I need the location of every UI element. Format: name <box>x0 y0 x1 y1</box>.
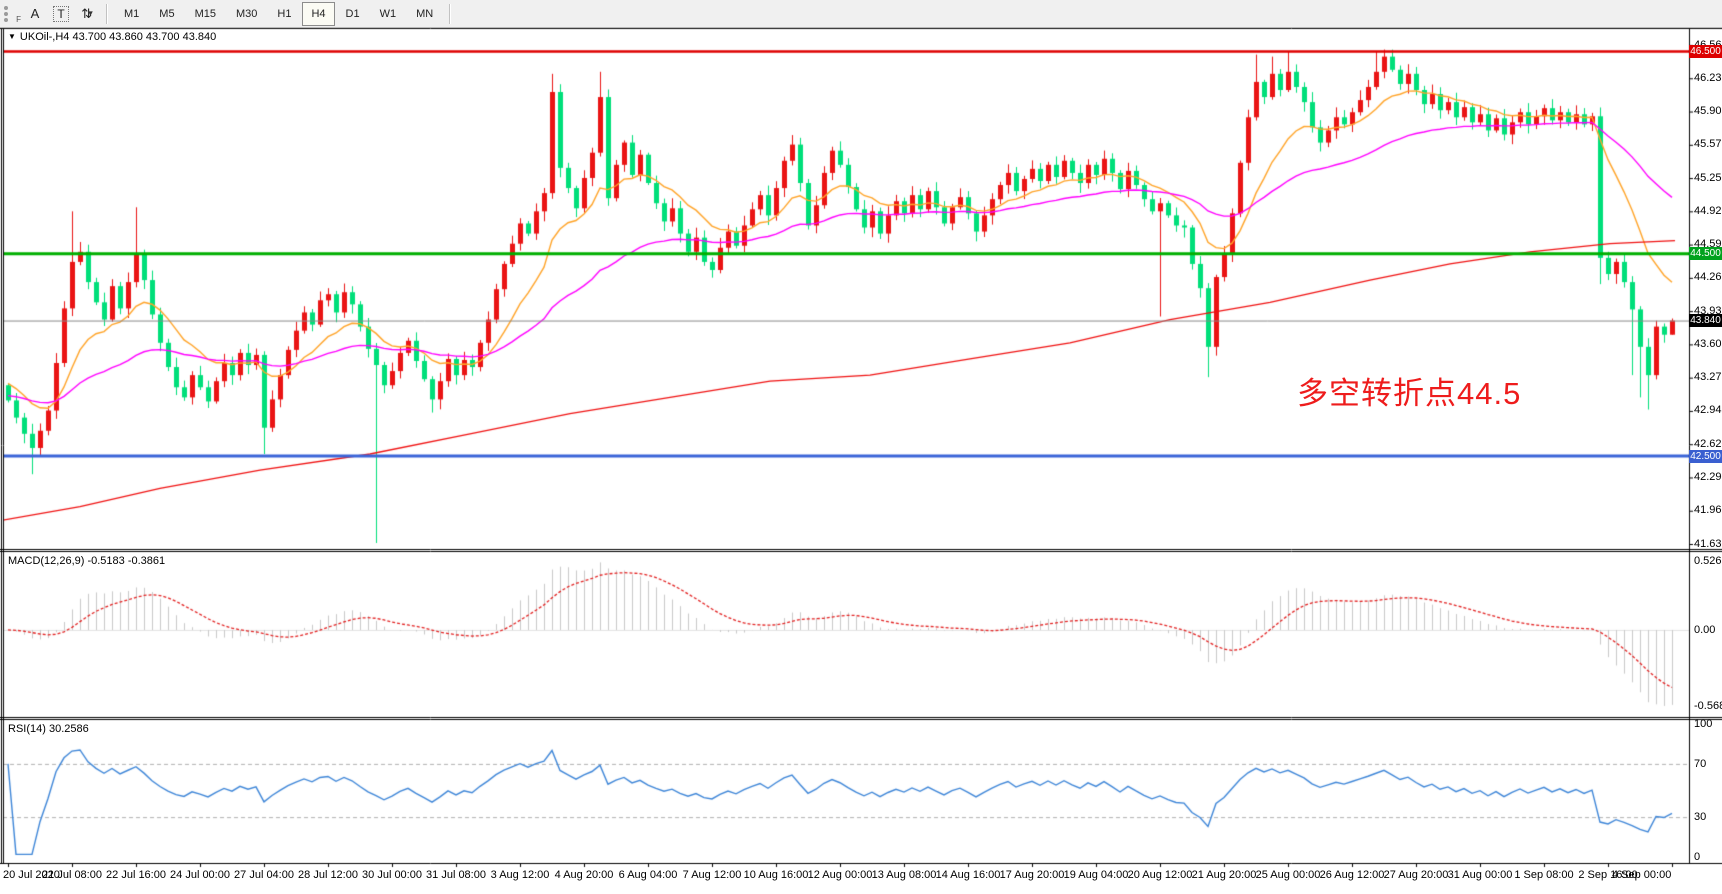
price-tick-label: 41.960 <box>1694 504 1722 517</box>
timeframe-button-m5[interactable]: M5 <box>159 7 175 20</box>
time-axis-label: 25 Aug 00:00 <box>1255 869 1321 881</box>
timeframe-button-d1[interactable]: D1 <box>345 7 360 20</box>
time-axis-label: 17 Aug 20:00 <box>999 869 1065 881</box>
timeframe-buttons: M1 M5 M15 M30 H1 H4 D1 W1 MN <box>114 1 443 26</box>
timeframe-button-m30[interactable]: M30 <box>235 7 258 20</box>
time-axis-label: 12 Aug 00:00 <box>807 869 873 881</box>
timeframe-button-h4[interactable]: H4 <box>302 1 335 26</box>
time-axis-label: 2 Sep 16:00 <box>1578 869 1638 881</box>
price-tick-label: 42.620 <box>1694 437 1722 450</box>
rsi-axis-label: 100 <box>1694 718 1713 730</box>
price-tick-label: 43.275 <box>1694 371 1722 384</box>
timeframe-button-m1[interactable]: M1 <box>124 7 140 20</box>
time-axis-label: 30 Jul 00:00 <box>362 869 422 881</box>
timeframe-button-h1[interactable]: H1 <box>277 7 292 20</box>
chart-ohlc-header[interactable]: ▼ UKOil-,H4 43.700 43.860 43.700 43.840 <box>8 31 216 43</box>
timeframe-button-mn[interactable]: MN <box>416 7 434 20</box>
symbol-ohlc-text: UKOil-,H4 43.700 43.860 43.700 43.840 <box>19 31 217 43</box>
current-price-tag: 43.840 <box>1689 314 1722 328</box>
rsi-indicator-label: RSI(14) 30.2586 <box>8 723 89 735</box>
time-axis-label: 27 Jul 04:00 <box>234 869 294 881</box>
macd-axis-label: 0.00 <box>1694 623 1716 636</box>
time-axis-label: 1 Sep 08:00 <box>1514 869 1574 881</box>
price-tick-label: 44.590 <box>1694 238 1722 251</box>
price-tick-label: 44.260 <box>1694 271 1722 284</box>
time-axis-label: 22 Jul 16:00 <box>106 869 166 881</box>
time-axis-label: 27 Aug 20:00 <box>1383 869 1449 881</box>
price-tick-label: 41.630 <box>1694 537 1722 550</box>
time-axis-label: 26 Aug 12:00 <box>1319 869 1385 881</box>
time-axis-label: 4 Sep 00:00 <box>1612 869 1672 881</box>
label-tool-icon[interactable]: A <box>30 6 40 21</box>
toolbar: F A T ⇅ ▾ M1 M5 M15 M30 H1 H4 D1 W1 MN <box>0 0 1722 28</box>
support-price-tag: 42.500 <box>1689 449 1722 463</box>
text-tool-icon[interactable]: T <box>50 4 72 24</box>
price-tick-label: 43.935 <box>1694 304 1722 317</box>
timeframe-button-w1[interactable]: W1 <box>379 7 397 20</box>
chart-text-annotation[interactable]: 多空转折点44.5 <box>1297 376 1522 411</box>
time-axis-label: 6 Aug 04:00 <box>618 869 678 881</box>
time-axis-label: 3 Aug 12:00 <box>490 869 550 881</box>
price-tick-label: 44.920 <box>1694 204 1722 217</box>
macd-indicator-label: MACD(12,26,9) -0.5183 -0.3861 <box>8 555 166 567</box>
time-axis-label: 4 Aug 20:00 <box>554 869 614 881</box>
chevron-down-icon[interactable]: ▾ <box>88 8 93 18</box>
time-axis-label: 7 Aug 12:00 <box>682 869 742 881</box>
price-tick-label: 46.235 <box>1694 71 1722 84</box>
arrows-tool-icon[interactable]: ⇅ ▾ <box>81 5 93 21</box>
resistance-price-tag: 46.500 <box>1689 45 1722 59</box>
rsi-axis-label: 30 <box>1694 811 1707 824</box>
time-axis-label: 31 Jul 08:00 <box>426 869 486 881</box>
time-axis-label: 14 Aug 16:00 <box>935 869 1001 881</box>
toolbar-grip-icon[interactable]: F <box>4 5 22 24</box>
pivot-price-tag: 44.500 <box>1689 247 1722 261</box>
price-tick-label: 45.250 <box>1694 171 1722 184</box>
collapse-triangle-icon[interactable]: ▼ <box>8 32 16 41</box>
rsi-axis-label: 70 <box>1694 757 1707 770</box>
time-axis-label: 21 Jul 08:00 <box>42 869 102 881</box>
time-axis-label: 20 Aug 12:00 <box>1127 869 1193 881</box>
price-tick-label: 45.575 <box>1694 138 1722 151</box>
time-axis-label: 31 Aug 00:00 <box>1447 869 1513 881</box>
toolbar-separator <box>106 3 108 24</box>
macd-axis-label: 0.5268 <box>1694 555 1722 567</box>
time-axis-label: 24 Jul 00:00 <box>170 869 230 881</box>
time-axis-label: 28 Jul 12:00 <box>298 869 358 881</box>
price-tick-label: 42.290 <box>1694 470 1722 483</box>
time-axis-label: 21 Aug 20:00 <box>1191 869 1257 881</box>
time-axis-label: 20 Jul 2020 <box>3 869 60 881</box>
toolbar-separator <box>449 3 452 24</box>
price-tick-label: 45.905 <box>1694 105 1722 118</box>
time-axis-label: 13 Aug 08:00 <box>871 869 937 881</box>
time-axis-label: 10 Aug 16:00 <box>743 869 809 881</box>
rsi-axis-label: 0 <box>1694 851 1701 863</box>
timeframe-button-m15[interactable]: M15 <box>194 7 216 20</box>
price-tick-label: 43.605 <box>1694 337 1722 350</box>
macd-axis-label: -0.5681 <box>1694 700 1722 712</box>
price-tick-label: 42.945 <box>1694 404 1722 417</box>
time-axis-label: 19 Aug 04:00 <box>1063 869 1129 881</box>
